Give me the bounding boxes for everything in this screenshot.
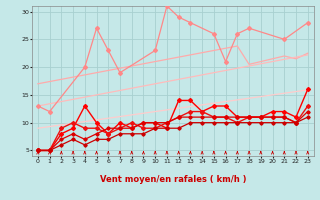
X-axis label: Vent moyen/en rafales ( km/h ): Vent moyen/en rafales ( km/h ) bbox=[100, 175, 246, 184]
